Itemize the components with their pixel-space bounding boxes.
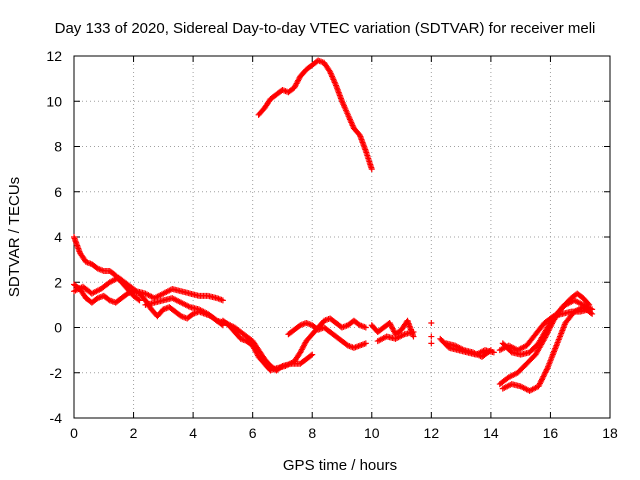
data-point [539,374,546,381]
data-point [362,340,369,347]
data-point [537,379,544,386]
x-tick-label: 2 [130,425,138,441]
data-point [543,368,550,375]
data-point [543,366,550,373]
data-point [540,373,547,380]
data-point [308,352,315,359]
data-point [542,334,549,341]
series-arc-high [255,57,375,173]
y-tick-label: 10 [46,93,62,109]
data-point [541,370,548,377]
data-point [536,380,543,387]
data-point [132,287,139,294]
series-arc-h [374,329,417,345]
data-point [219,297,226,304]
series-arc-j [443,340,494,360]
data-point [549,320,556,327]
data-point [586,301,593,308]
data-point [543,331,550,338]
data-point [212,316,219,323]
data-point [546,324,553,331]
data-point [309,351,316,358]
data-point [587,309,594,316]
data-point [362,324,369,331]
x-tick-label: 8 [308,425,316,441]
y-tick-label: 8 [54,139,62,155]
y-tick-label: 12 [46,48,62,64]
series-isolated [428,319,435,347]
x-tick-label: 16 [543,425,559,441]
x-axis-label: GPS time / hours [283,457,397,474]
data-point [135,296,142,303]
x-tick-label: 18 [602,425,618,441]
data-point [136,297,143,304]
data-point [368,166,375,173]
y-tick-label: 2 [54,274,62,290]
y-tick-label: 0 [54,320,62,336]
data-point [410,329,417,336]
y-tick-label: 6 [54,184,62,200]
data-point [589,310,596,317]
series-arc-f [285,319,369,351]
axis-ticks: 0 2 4 6 8 10 12 14 16 18 -4 -2 0 2 4 6 8 10 12 [46,48,618,441]
data-point [541,335,548,342]
y-axis-label: SDTVAR / TECUs [6,177,23,297]
data-point [428,319,435,326]
data-point [538,376,545,383]
data-point [538,377,545,384]
data-point [428,333,435,340]
data-point [486,348,493,355]
x-tick-label: 4 [189,425,197,441]
x-tick-label: 10 [364,425,380,441]
y-tick-label: -4 [50,410,63,426]
data-point [545,327,552,334]
data-point [428,340,435,347]
data-point [546,326,553,333]
x-tick-label: 0 [70,425,78,441]
data-point [541,372,548,379]
y-tick-label: -2 [50,365,63,381]
y-tick-label: 4 [54,229,62,245]
data-point [544,330,551,337]
data-point [536,381,543,388]
series-arc-n [499,304,596,394]
data-point [542,333,549,340]
chart-title: Day 133 of 2020, Sidereal Day-to-day VTE… [55,20,596,37]
x-tick-label: 6 [249,425,257,441]
series-arc-g [368,317,417,340]
data-point [544,328,551,335]
x-tick-label: 14 [483,425,499,441]
data-point [548,321,555,328]
data-marks [71,57,596,394]
data-point [547,323,554,330]
series-arc-m [496,290,593,388]
data-point [487,347,494,354]
x-tick-label: 12 [424,425,440,441]
series-arc-c [71,274,226,304]
data-point [585,300,592,307]
data-point [535,383,542,390]
data-point [542,369,549,376]
